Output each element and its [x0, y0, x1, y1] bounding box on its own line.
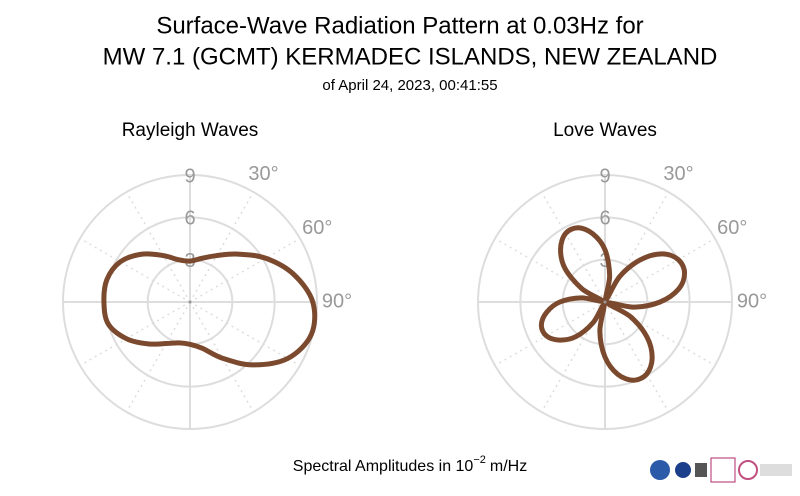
theta-tick-label: 60°: [717, 217, 747, 239]
grid-ring: [519, 216, 691, 388]
grid-spoke: [79, 237, 191, 303]
center-dot: [188, 300, 192, 304]
axis-label-unit: m/Hz: [490, 458, 527, 475]
grid-spoke: [189, 237, 301, 303]
theta-tick-label: 90°: [322, 290, 352, 312]
grid-spoke: [189, 301, 301, 367]
subtitle: of April 24, 2023, 00:41:55: [322, 77, 497, 94]
logo: [760, 464, 792, 476]
grid-spoke: [604, 237, 716, 303]
theta-tick-label: 90°: [737, 290, 767, 312]
axis-label: Spectral Amplitudes in 10−2 m/Hz: [293, 454, 527, 475]
logo: [675, 462, 691, 478]
grid-spoke: [125, 301, 191, 413]
logo: [695, 463, 707, 477]
r-tick-label: 6: [184, 208, 195, 230]
title: Surface-Wave Radiation Pattern at 0.03Hz…: [156, 12, 643, 39]
grid-spoke: [79, 301, 191, 367]
logo: [710, 457, 736, 483]
pattern-line: [101, 251, 318, 368]
polar-chart: Love Waves 3 6 9 30° 60° 90°: [477, 120, 767, 430]
logo: [738, 460, 758, 480]
grid-spoke: [604, 301, 670, 413]
title: MW 7.1 (GCMT) KERMADEC ISLANDS, NEW ZEAL…: [103, 43, 718, 70]
theta-tick-label: 60°: [302, 217, 332, 239]
grid-ring: [62, 174, 318, 430]
center-dot: [603, 300, 607, 304]
r-tick-label: 9: [599, 165, 610, 187]
logos: [650, 457, 792, 483]
theta-tick-label: 30°: [248, 163, 278, 185]
chart-title: Rayleigh Waves: [122, 120, 259, 141]
r-tick-label: 9: [184, 165, 195, 187]
chart-title: Love Waves: [553, 120, 657, 141]
grid-spoke: [540, 191, 606, 303]
grid-spoke: [125, 191, 191, 303]
theta-tick-label: 30°: [663, 163, 693, 185]
logo: [650, 460, 670, 480]
r-tick-label: 6: [599, 208, 610, 230]
axis-label-exponent: −2: [473, 454, 486, 466]
axis-label-text: Spectral Amplitudes in 10: [293, 458, 474, 475]
r-tick-label: 3: [599, 250, 610, 272]
grid-ring: [477, 174, 733, 430]
grid-spoke: [189, 191, 255, 303]
pattern-line: [538, 225, 688, 383]
